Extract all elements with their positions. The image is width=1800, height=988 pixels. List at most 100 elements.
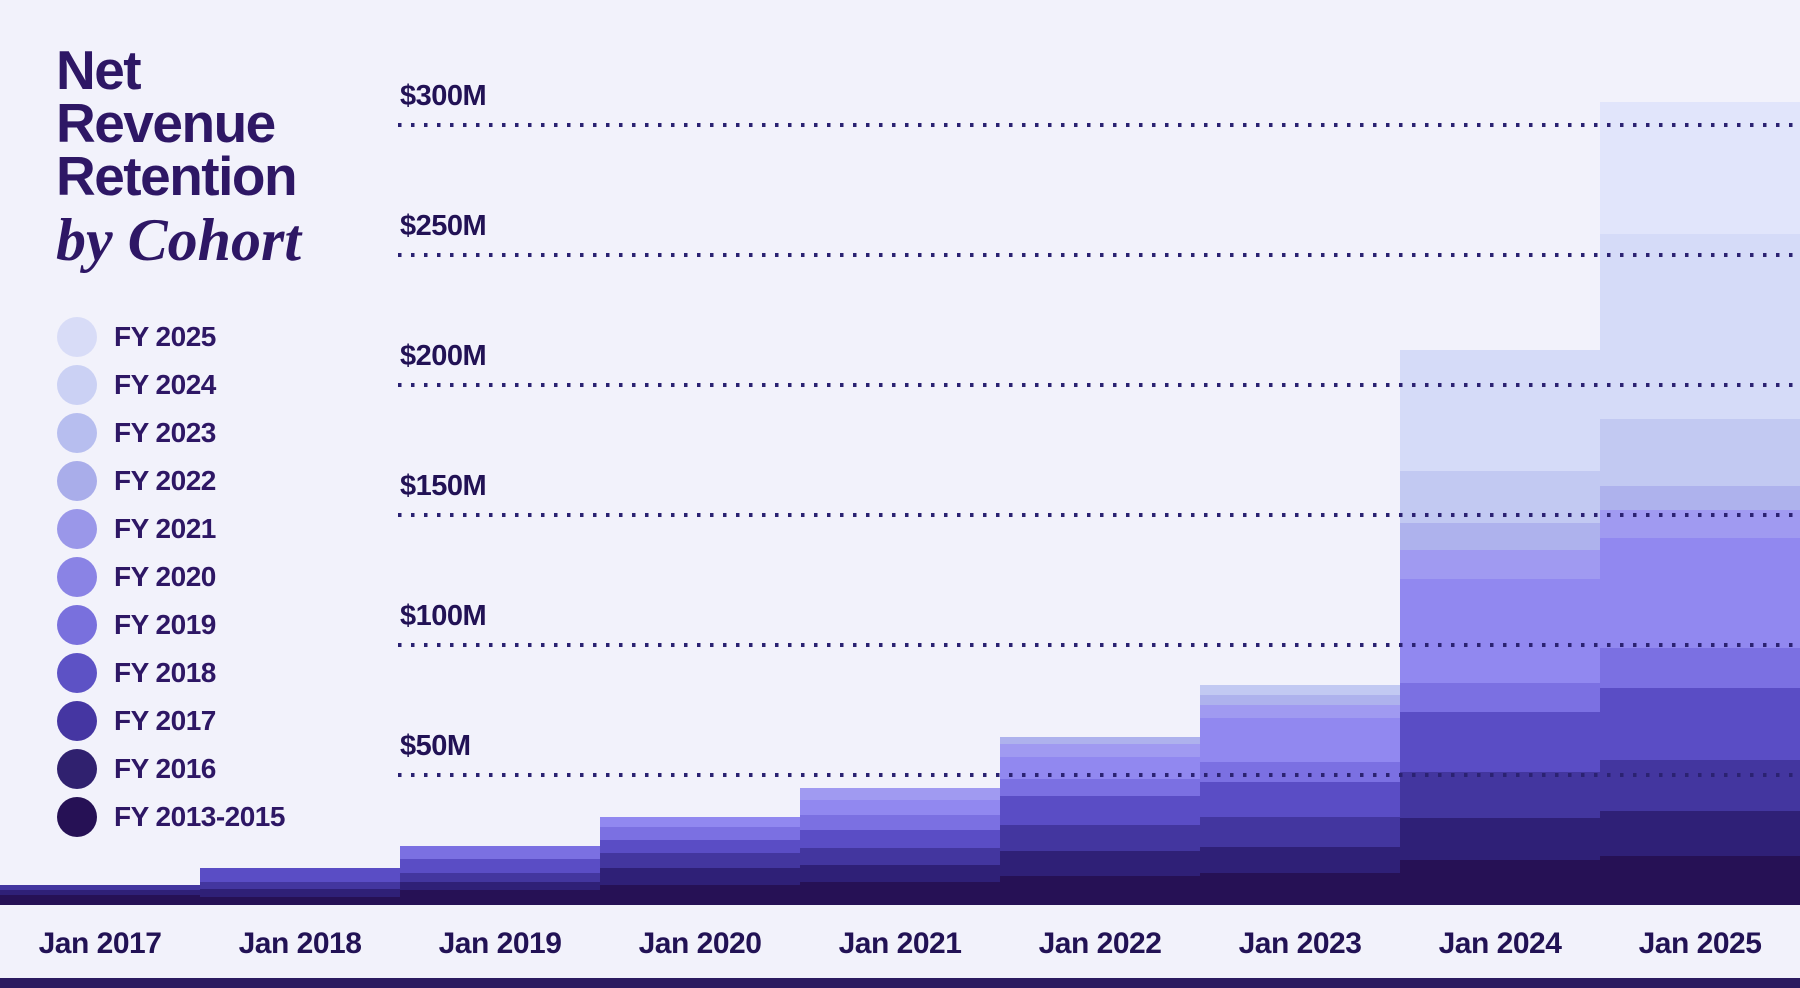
- cohort-band-fy-2016: [400, 882, 600, 890]
- cohort-band-fy-2013-2015: [600, 884, 800, 905]
- cohort-band-fy-2022: [1400, 522, 1600, 550]
- cohort-band-fy-2021: [1400, 549, 1600, 579]
- cohort-band-fy-2013-2015: [400, 889, 600, 905]
- cohort-band-fy-2018: [800, 830, 1000, 849]
- legend-color-swatch: [57, 653, 97, 693]
- y-axis-tick-label: $200M: [400, 340, 487, 372]
- legend-item-label: FY 2021: [114, 513, 216, 544]
- legend-item: FY 2016: [57, 749, 285, 789]
- cohort-band-fy-2016: [1400, 817, 1600, 861]
- cohort-band-fy-2021: [1200, 704, 1400, 718]
- legend-item: FY 2023: [57, 413, 285, 453]
- cohort-band-fy-2017: [400, 873, 600, 883]
- cohort-band-fy-2019: [600, 826, 800, 840]
- legend-color-swatch: [57, 461, 97, 501]
- legend-item: FY 2013-2015: [57, 797, 285, 837]
- x-axis-tick-label: Jan 2020: [638, 927, 762, 960]
- cohort-band-fy-2013-2015: [1600, 856, 1800, 905]
- legend-color-swatch: [57, 701, 97, 741]
- cohort-band-fy-2018: [200, 868, 400, 883]
- cohort-column: [1000, 736, 1200, 905]
- x-axis-tick-label: Jan 2017: [38, 927, 162, 960]
- cohort-column: [600, 817, 800, 905]
- cohort-band-fy-2023: [1600, 418, 1800, 487]
- cohort-band-fy-2017: [1200, 816, 1400, 847]
- cohort-band-fy-2019: [1000, 778, 1200, 796]
- legend-item-label: FY 2018: [114, 657, 216, 688]
- legend-color-swatch: [57, 365, 97, 405]
- cohort-column: [800, 788, 1000, 905]
- legend-item-label: FY 2023: [114, 417, 216, 448]
- cohort-band-fy-2019: [400, 846, 600, 859]
- legend-item-label: FY 2019: [114, 609, 216, 640]
- cohort-band-fy-2022: [1000, 736, 1200, 745]
- gridline-50m: [398, 773, 1800, 777]
- cohort-band-fy-2017: [200, 882, 400, 889]
- legend-item: FY 2017: [57, 701, 285, 741]
- legend-item-label: FY 2025: [114, 321, 216, 352]
- legend-item: FY 2018: [57, 653, 285, 693]
- cohort-band-fy-2017: [1000, 824, 1200, 851]
- cohort-band-fy-2016: [0, 889, 200, 896]
- cohort-band-fy-2023: [1200, 685, 1400, 695]
- cohort-band-fy-2016: [1600, 811, 1800, 857]
- cohort-column: [1400, 349, 1600, 905]
- cohort-column: [200, 868, 400, 905]
- legend-item: FY 2022: [57, 461, 285, 501]
- x-axis-tick-label: Jan 2018: [238, 927, 362, 960]
- cohort-band-fy-2020: [600, 817, 800, 827]
- legend-color-swatch: [57, 797, 97, 837]
- legend-item: FY 2019: [57, 605, 285, 645]
- cohort-column: [400, 846, 600, 905]
- cohort-band-fy-2021: [800, 788, 1000, 800]
- y-axis-tick-label: $150M: [400, 470, 487, 502]
- cohort-band-fy-2020: [800, 799, 1000, 816]
- gridline-250m: [398, 253, 1800, 257]
- gridline-100m: [398, 643, 1800, 647]
- cohort-band-fy-2013-2015: [1000, 875, 1200, 905]
- cohort-band-fy-2019: [1400, 683, 1600, 713]
- y-axis-tick-label: $300M: [400, 80, 487, 112]
- x-axis-tick-label: Jan 2022: [1038, 927, 1162, 960]
- cohort-band-fy-2013-2015: [1400, 860, 1600, 905]
- cohort-band-fy-2017: [0, 884, 200, 890]
- cohort-band-fy-2025: [1600, 101, 1800, 235]
- cohort-column: [1600, 101, 1800, 905]
- cohort-band-fy-2019: [800, 815, 1000, 831]
- cohort-band-fy-2018: [1200, 781, 1400, 817]
- x-axis-tick-label: Jan 2025: [1638, 927, 1762, 960]
- legend-item-label: FY 2020: [114, 561, 216, 592]
- cohort-column: [0, 884, 200, 905]
- legend-item: FY 2020: [57, 557, 285, 597]
- cohort-band-fy-2018: [400, 859, 600, 874]
- cohort-band-fy-2022: [1200, 694, 1400, 705]
- footer-accent-bar: [0, 978, 1800, 988]
- cohort-band-fy-2017: [800, 848, 1000, 866]
- cohort-band-fy-2016: [600, 868, 800, 885]
- legend-color-swatch: [57, 317, 97, 357]
- cohort-band-fy-2020: [1600, 538, 1800, 649]
- cohort-band-fy-2018: [600, 839, 800, 854]
- chart-subtitle: by Cohort: [56, 207, 302, 273]
- legend-item-label: FY 2017: [114, 705, 216, 736]
- cohort-band-fy-2019: [1200, 761, 1400, 782]
- gridline-300m: [398, 123, 1800, 127]
- legend-color-swatch: [57, 509, 97, 549]
- x-axis-tick-label: Jan 2024: [1438, 927, 1562, 960]
- x-axis-tick-label: Jan 2023: [1238, 927, 1362, 960]
- title-line-3: Retention: [56, 145, 298, 207]
- cohort-band-fy-2016: [1000, 850, 1200, 876]
- cohort-band-fy-2018: [1000, 795, 1200, 825]
- cohort-band-fy-2017: [600, 853, 800, 869]
- legend-item: FY 2021: [57, 509, 285, 549]
- cohort-band-fy-2017: [1600, 760, 1800, 812]
- cohort-band-fy-2016: [200, 888, 400, 897]
- y-axis-tick-label: $100M: [400, 600, 487, 632]
- cohort-legend: FY 2025 FY 2024 FY 2023 FY 2022 FY 2021 FY 20…: [57, 317, 285, 845]
- y-axis-tick-label: $250M: [400, 210, 487, 242]
- x-axis-tick-label: Jan 2019: [438, 927, 562, 960]
- cohort-band-fy-2021: [1000, 744, 1200, 757]
- cohort-band-fy-2020: [1400, 579, 1600, 683]
